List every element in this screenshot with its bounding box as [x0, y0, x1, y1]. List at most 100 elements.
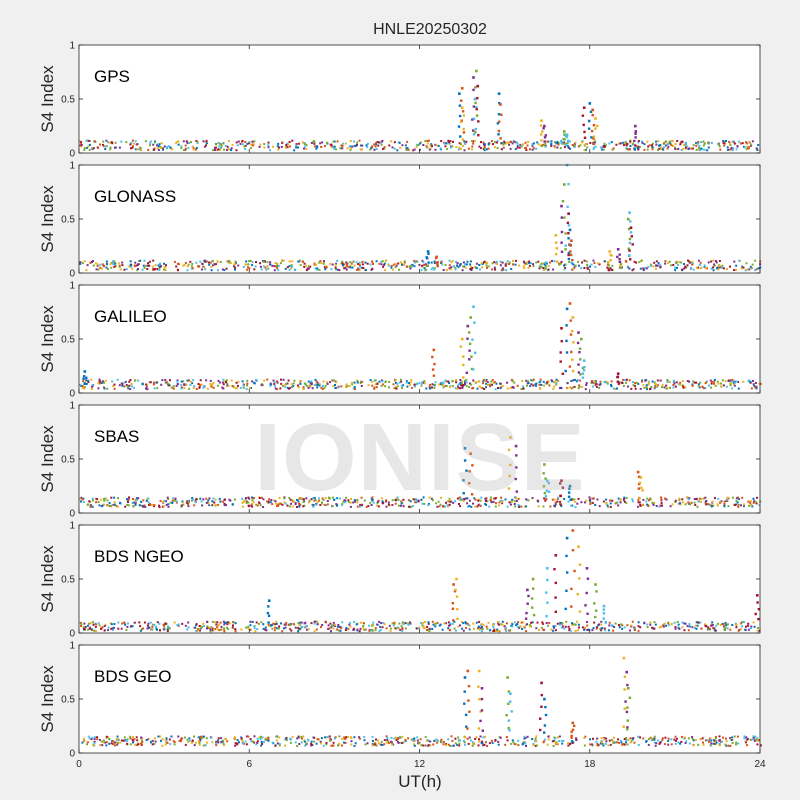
- baseline-point: [335, 504, 338, 507]
- baseline-point: [433, 622, 436, 625]
- baseline-point: [654, 623, 657, 626]
- baseline-point: [283, 623, 286, 626]
- baseline-point: [276, 380, 278, 383]
- baseline-point: [696, 505, 699, 508]
- data-point-trail: [629, 231, 633, 234]
- data-point-trail: [616, 255, 619, 259]
- baseline-point: [131, 501, 134, 504]
- baseline-point: [225, 621, 228, 624]
- baseline-point: [488, 505, 491, 508]
- baseline-point: [494, 630, 497, 632]
- baseline-point: [645, 386, 648, 389]
- data-point: [469, 452, 472, 455]
- baseline-point: [405, 148, 408, 151]
- baseline-point: [450, 500, 453, 503]
- baseline-point: [256, 737, 259, 740]
- baseline-point: [645, 503, 648, 506]
- baseline-point: [651, 148, 654, 151]
- baseline-point: [489, 385, 492, 388]
- baseline-point: [87, 381, 90, 384]
- baseline-point: [130, 625, 133, 628]
- baseline-point: [593, 262, 596, 264]
- baseline-point: [463, 140, 466, 143]
- baseline-point: [172, 740, 175, 743]
- baseline-point: [162, 505, 165, 508]
- baseline-point: [443, 622, 446, 625]
- data-point-trail: [543, 724, 547, 727]
- baseline-point: [306, 628, 308, 631]
- baseline-point: [483, 261, 485, 264]
- baseline-point: [695, 144, 698, 147]
- baseline-point: [141, 741, 144, 744]
- baseline-point: [493, 261, 496, 264]
- baseline-point: [134, 379, 136, 382]
- data-point: [616, 372, 620, 375]
- baseline-point: [417, 500, 420, 503]
- baseline-point: [329, 381, 331, 384]
- baseline-point: [574, 623, 577, 626]
- baseline-point: [395, 386, 398, 388]
- baseline-point: [697, 383, 700, 386]
- baseline-point: [228, 259, 231, 262]
- baseline-point: [428, 627, 431, 630]
- baseline-point: [289, 628, 292, 630]
- baseline-point: [90, 738, 93, 740]
- baseline-point: [674, 143, 677, 145]
- baseline-point: [289, 737, 292, 740]
- baseline-point: [158, 506, 161, 509]
- baseline-point: [322, 262, 325, 265]
- baseline-point: [409, 267, 412, 270]
- baseline-point: [707, 740, 710, 743]
- baseline-point: [651, 145, 654, 148]
- baseline-point: [90, 378, 93, 381]
- baseline-point: [596, 743, 599, 745]
- baseline-point: [361, 260, 364, 263]
- baseline-point: [410, 379, 413, 382]
- baseline-point: [418, 742, 420, 745]
- baseline-point: [325, 266, 328, 269]
- baseline-point: [263, 146, 266, 149]
- data-point-trail: [562, 138, 565, 141]
- baseline-point: [199, 260, 202, 263]
- baseline-point: [445, 148, 448, 151]
- baseline-point: [687, 629, 690, 632]
- panel-label: SBAS: [94, 427, 139, 446]
- baseline-point: [153, 505, 155, 508]
- baseline-point: [734, 381, 737, 384]
- baseline-point: [159, 500, 162, 502]
- baseline-point: [659, 145, 662, 148]
- baseline-point: [733, 269, 736, 271]
- baseline-point: [362, 622, 365, 625]
- baseline-point: [158, 622, 161, 625]
- data-point-trail: [625, 710, 629, 714]
- baseline-point: [234, 260, 237, 263]
- baseline-point: [707, 141, 710, 144]
- y-axis-label: S4 Index: [38, 665, 57, 733]
- baseline-point: [91, 147, 94, 150]
- baseline-point: [344, 267, 347, 270]
- baseline-point: [278, 146, 280, 149]
- baseline-point: [113, 503, 116, 506]
- baseline-point: [426, 629, 428, 631]
- baseline-point: [591, 743, 593, 746]
- baseline-point: [672, 386, 675, 389]
- baseline-point: [421, 264, 424, 267]
- baseline-point: [710, 382, 713, 385]
- baseline-point: [371, 624, 374, 627]
- baseline-point: [247, 266, 249, 269]
- baseline-point: [86, 743, 88, 746]
- baseline-point: [556, 142, 559, 145]
- baseline-point: [710, 623, 713, 626]
- baseline-point: [247, 496, 250, 499]
- baseline-point: [247, 504, 250, 507]
- baseline-point: [571, 742, 574, 745]
- baseline-point: [536, 499, 539, 502]
- baseline-point: [311, 387, 314, 390]
- baseline-point: [307, 380, 310, 383]
- baseline-point: [525, 498, 528, 501]
- baseline-point: [607, 744, 610, 747]
- baseline-point: [618, 626, 621, 629]
- baseline-point: [535, 147, 538, 150]
- baseline-point: [348, 501, 351, 503]
